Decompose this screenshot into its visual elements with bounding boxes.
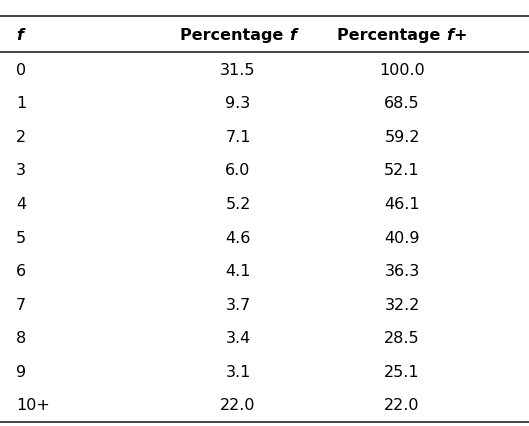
Text: 52.1: 52.1: [384, 163, 420, 178]
Text: 9: 9: [16, 364, 26, 379]
Text: f: f: [289, 27, 296, 43]
Text: 36.3: 36.3: [385, 264, 419, 279]
Text: Percentage: Percentage: [180, 27, 289, 43]
Text: 22.0: 22.0: [220, 397, 256, 412]
Text: 3.4: 3.4: [225, 331, 251, 345]
Text: 4: 4: [16, 196, 26, 211]
Text: 1: 1: [16, 96, 26, 111]
Text: 7: 7: [16, 297, 26, 312]
Text: 100.0: 100.0: [379, 63, 425, 78]
Text: 3.7: 3.7: [225, 297, 251, 312]
Text: 0: 0: [16, 63, 26, 78]
Text: 6.0: 6.0: [225, 163, 251, 178]
Text: 7.1: 7.1: [225, 130, 251, 144]
Text: 4.1: 4.1: [225, 264, 251, 279]
Text: 10+: 10+: [16, 397, 50, 412]
Text: +: +: [453, 27, 467, 43]
Text: Percentage: Percentage: [338, 27, 446, 43]
Text: 3: 3: [16, 163, 26, 178]
Text: 68.5: 68.5: [384, 96, 420, 111]
Text: 5: 5: [16, 230, 26, 245]
Text: 46.1: 46.1: [384, 196, 420, 211]
Text: 22.0: 22.0: [384, 397, 420, 412]
Text: 28.5: 28.5: [384, 331, 420, 345]
Text: f: f: [446, 27, 453, 43]
Text: 32.2: 32.2: [385, 297, 419, 312]
Text: 8: 8: [16, 331, 26, 345]
Text: f: f: [16, 27, 23, 43]
Text: 59.2: 59.2: [384, 130, 420, 144]
Text: 25.1: 25.1: [384, 364, 420, 379]
Text: 5.2: 5.2: [225, 196, 251, 211]
Text: 6: 6: [16, 264, 26, 279]
Text: 9.3: 9.3: [225, 96, 251, 111]
Text: 3.1: 3.1: [225, 364, 251, 379]
Text: 4.6: 4.6: [225, 230, 251, 245]
Text: 40.9: 40.9: [384, 230, 420, 245]
Text: 2: 2: [16, 130, 26, 144]
Text: 31.5: 31.5: [220, 63, 256, 78]
